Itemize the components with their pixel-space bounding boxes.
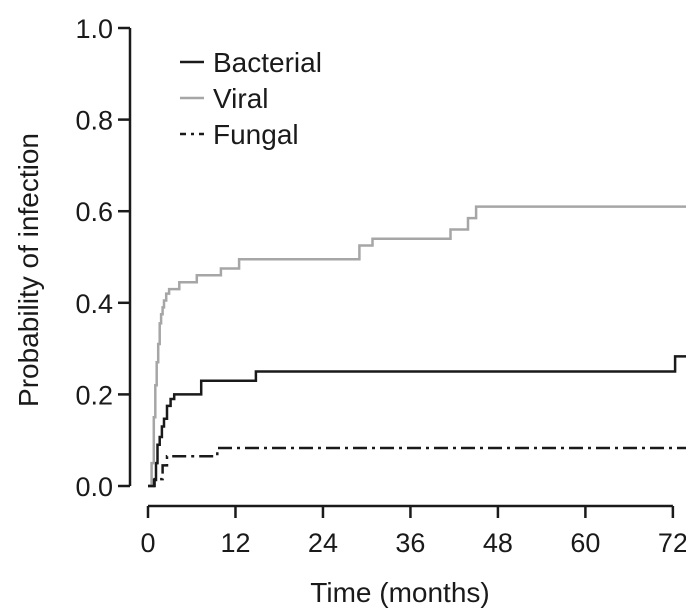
- y-tick-label: 0.4: [75, 289, 113, 319]
- y-axis-title: Probability of infection: [13, 133, 44, 407]
- y-tick-label: 0.0: [75, 472, 113, 502]
- series-line-fungal: [148, 446, 686, 488]
- series-line-viral: [148, 205, 686, 488]
- x-tick-label: 72: [658, 528, 686, 558]
- y-tick-label: 1.0: [75, 14, 113, 44]
- y-tick-label: 0.8: [75, 106, 113, 136]
- legend: Bacterial Viral Fungal: [180, 47, 322, 150]
- x-tick-label: 12: [220, 528, 250, 558]
- x-tick-label: 36: [395, 528, 425, 558]
- series-line-bacterial: [148, 355, 686, 488]
- series-lines: [148, 205, 686, 488]
- legend-label-bacterial: Bacterial: [213, 47, 322, 78]
- y-tick-label: 0.6: [75, 197, 113, 227]
- x-tick-label: 48: [483, 528, 513, 558]
- y-ticks: 0.0 0.2 0.4 0.6 0.8 1.0: [75, 14, 130, 502]
- x-tick-label: 24: [308, 528, 338, 558]
- y-tick-label: 0.2: [75, 380, 113, 410]
- x-axis-title: Time (months): [310, 577, 489, 608]
- legend-label-viral: Viral: [213, 83, 269, 114]
- x-tick-label: 60: [570, 528, 600, 558]
- x-ticks: 0 12 24 36 48 60 72: [140, 506, 686, 558]
- legend-label-fungal: Fungal: [213, 119, 299, 150]
- axes: [128, 28, 673, 508]
- x-tick-label: 0: [140, 528, 155, 558]
